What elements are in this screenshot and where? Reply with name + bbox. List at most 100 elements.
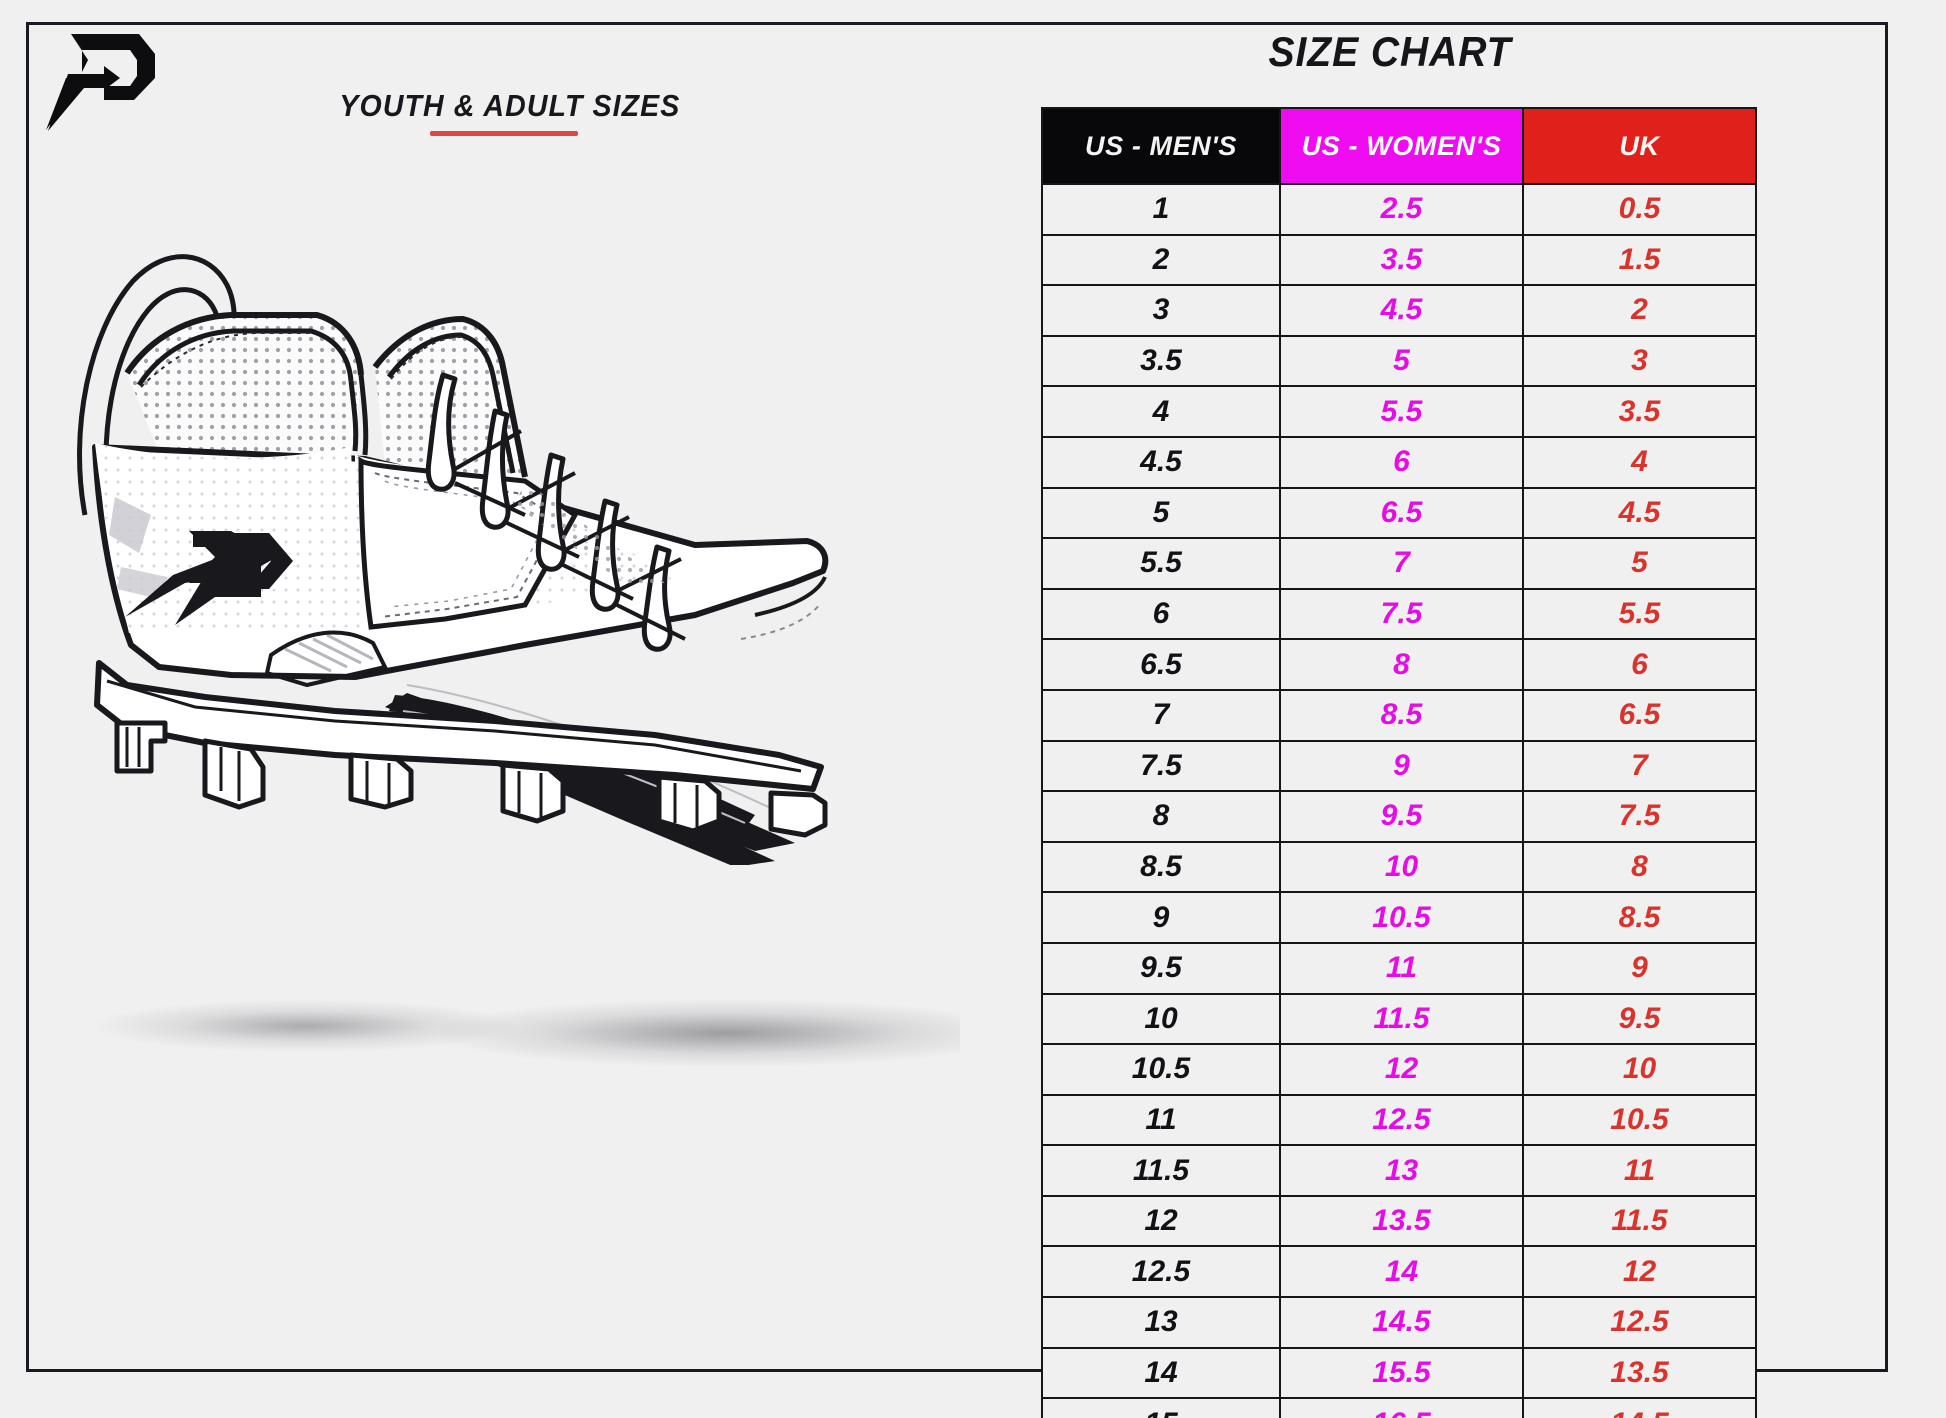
size-cell-uk: 13.5 (1522, 1346, 1757, 1400)
title-underline-rule (430, 131, 578, 136)
size-cell-us_women: 9 (1279, 739, 1524, 793)
size-cell-uk: 12.5 (1522, 1296, 1757, 1349)
size-cell-uk: 0.5 (1522, 183, 1757, 236)
table-row: 9.5 11 9 (1041, 941, 1757, 995)
table-row: 12 13.5 11.5 (1041, 1194, 1757, 1248)
size-cell-uk: 7 (1522, 739, 1757, 793)
size-cell-us_men: 1 (1041, 183, 1281, 236)
size-cell-us_men: 13 (1041, 1296, 1281, 1349)
size-cell-uk: 8.5 (1522, 891, 1757, 944)
size-cell-us_men: 14 (1041, 1346, 1281, 1400)
size-cell-us_women: 10 (1279, 840, 1524, 894)
size-cell-uk: 11.5 (1522, 1194, 1757, 1248)
size-cell-uk: 14.5 (1522, 1397, 1757, 1418)
size-cell-uk: 4 (1522, 435, 1757, 489)
table-row: 5.5 7 5 (1041, 537, 1757, 590)
size-cell-uk: 10 (1522, 1043, 1757, 1096)
size-cell-uk: 9.5 (1522, 992, 1757, 1046)
size-cell-uk: 3 (1522, 334, 1757, 388)
size-cell-uk: 11 (1522, 1144, 1757, 1197)
size-cell-us_women: 16.5 (1279, 1397, 1524, 1418)
table-row: 4 5.5 3.5 (1041, 385, 1757, 438)
size-cell-us_women: 12 (1279, 1043, 1524, 1096)
table-body: 1 2.5 0.5 2 3.5 1.5 3 4.5 2 3.5 5 3 4 5.5 3.5 4.5 6 4 5 6.5… (1041, 183, 1757, 1418)
size-cell-uk: 4.5 (1522, 486, 1757, 540)
size-cell-us_women: 13 (1279, 1144, 1524, 1197)
table-row: 2 3.5 1.5 (1041, 233, 1757, 287)
column-header-us-mens: US - MEN'S (1041, 107, 1281, 185)
size-cell-us_women: 11 (1279, 941, 1524, 995)
size-cell-us_women: 11.5 (1279, 992, 1524, 1046)
size-cell-uk: 6 (1522, 638, 1757, 691)
size-cell-us_men: 3.5 (1041, 334, 1281, 388)
size-cell-us_men: 4 (1041, 385, 1281, 438)
size-cell-uk: 1.5 (1522, 233, 1757, 287)
table-row: 1 2.5 0.5 (1041, 183, 1757, 236)
size-cell-uk: 2 (1522, 284, 1757, 337)
size-cell-us_men: 7 (1041, 688, 1281, 742)
size-cell-us_women: 5.5 (1279, 385, 1524, 438)
size-cell-us_women: 6 (1279, 435, 1524, 489)
table-row: 11.5 13 11 (1041, 1144, 1757, 1197)
size-cell-us_women: 2.5 (1279, 183, 1524, 236)
table-row: 10 11.5 9.5 (1041, 992, 1757, 1046)
size-cell-us_men: 8 (1041, 790, 1281, 843)
size-cell-us_women: 8 (1279, 638, 1524, 691)
table-row: 3.5 5 3 (1041, 334, 1757, 388)
size-cell-us_men: 8.5 (1041, 840, 1281, 894)
size-cell-us_men: 15 (1041, 1397, 1281, 1418)
size-cell-us_men: 12.5 (1041, 1245, 1281, 1299)
table-row: 3 4.5 2 (1041, 284, 1757, 337)
size-cell-us_women: 10.5 (1279, 891, 1524, 944)
table-row: 11 12.5 10.5 (1041, 1093, 1757, 1147)
size-cell-uk: 5 (1522, 537, 1757, 590)
table-row: 5 6.5 4.5 (1041, 486, 1757, 540)
size-cell-us_men: 6.5 (1041, 638, 1281, 691)
size-cell-us_women: 4.5 (1279, 284, 1524, 337)
table-row: 7 8.5 6.5 (1041, 688, 1757, 742)
size-cell-us_men: 3 (1041, 284, 1281, 337)
size-cell-uk: 10.5 (1522, 1093, 1757, 1147)
size-cell-us_men: 2 (1041, 233, 1281, 287)
size-cell-uk: 5.5 (1522, 587, 1757, 641)
table-row: 8.5 10 8 (1041, 840, 1757, 894)
size-cell-us_women: 8.5 (1279, 688, 1524, 742)
table-row: 10.5 12 10 (1041, 1043, 1757, 1096)
table-row: 7.5 9 7 (1041, 739, 1757, 793)
size-cell-us_women: 6.5 (1279, 486, 1524, 540)
table-header-row: US - MEN'S US - WOMEN'S UK (1041, 107, 1757, 185)
size-cell-us_men: 7.5 (1041, 739, 1281, 793)
page-title: YOUTH & ADULT SIZES (339, 88, 681, 123)
angular-p-arrow-logo (38, 26, 168, 134)
size-cell-us_women: 5 (1279, 334, 1524, 388)
size-cell-uk: 12 (1522, 1245, 1757, 1299)
size-cell-us_women: 15.5 (1279, 1346, 1524, 1400)
table-row: 6 7.5 5.5 (1041, 587, 1757, 641)
table-row: 6.5 8 6 (1041, 638, 1757, 691)
size-cell-uk: 9 (1522, 941, 1757, 995)
size-cell-us_women: 13.5 (1279, 1194, 1524, 1248)
size-cell-us_men: 6 (1041, 587, 1281, 641)
size-cell-us_women: 14 (1279, 1245, 1524, 1299)
size-cell-us_men: 9.5 (1041, 941, 1281, 995)
table-row: 12.5 14 12 (1041, 1245, 1757, 1299)
size-cell-us_women: 3.5 (1279, 233, 1524, 287)
size-cell-us_women: 9.5 (1279, 790, 1524, 843)
shoe-shadow-toe (440, 1000, 960, 1066)
size-cell-us_men: 11.5 (1041, 1144, 1281, 1197)
table-row: 9 10.5 8.5 (1041, 891, 1757, 944)
table-row: 1516.514.5 (1041, 1397, 1757, 1418)
cleat-illustration (55, 215, 845, 865)
size-cell-us_men: 5 (1041, 486, 1281, 540)
size-cell-uk: 3.5 (1522, 385, 1757, 438)
table-row: 14 15.5 13.5 (1041, 1346, 1757, 1400)
size-cell-us_women: 7.5 (1279, 587, 1524, 641)
size-cell-us_men: 10 (1041, 992, 1281, 1046)
column-header-us-womens: US - WOMEN'S (1279, 107, 1524, 185)
column-header-uk: UK (1522, 107, 1757, 185)
size-cell-us_men: 11 (1041, 1093, 1281, 1147)
table-row: 8 9.5 7.5 (1041, 790, 1757, 843)
size-cell-uk: 6.5 (1522, 688, 1757, 742)
size-cell-uk: 8 (1522, 840, 1757, 894)
